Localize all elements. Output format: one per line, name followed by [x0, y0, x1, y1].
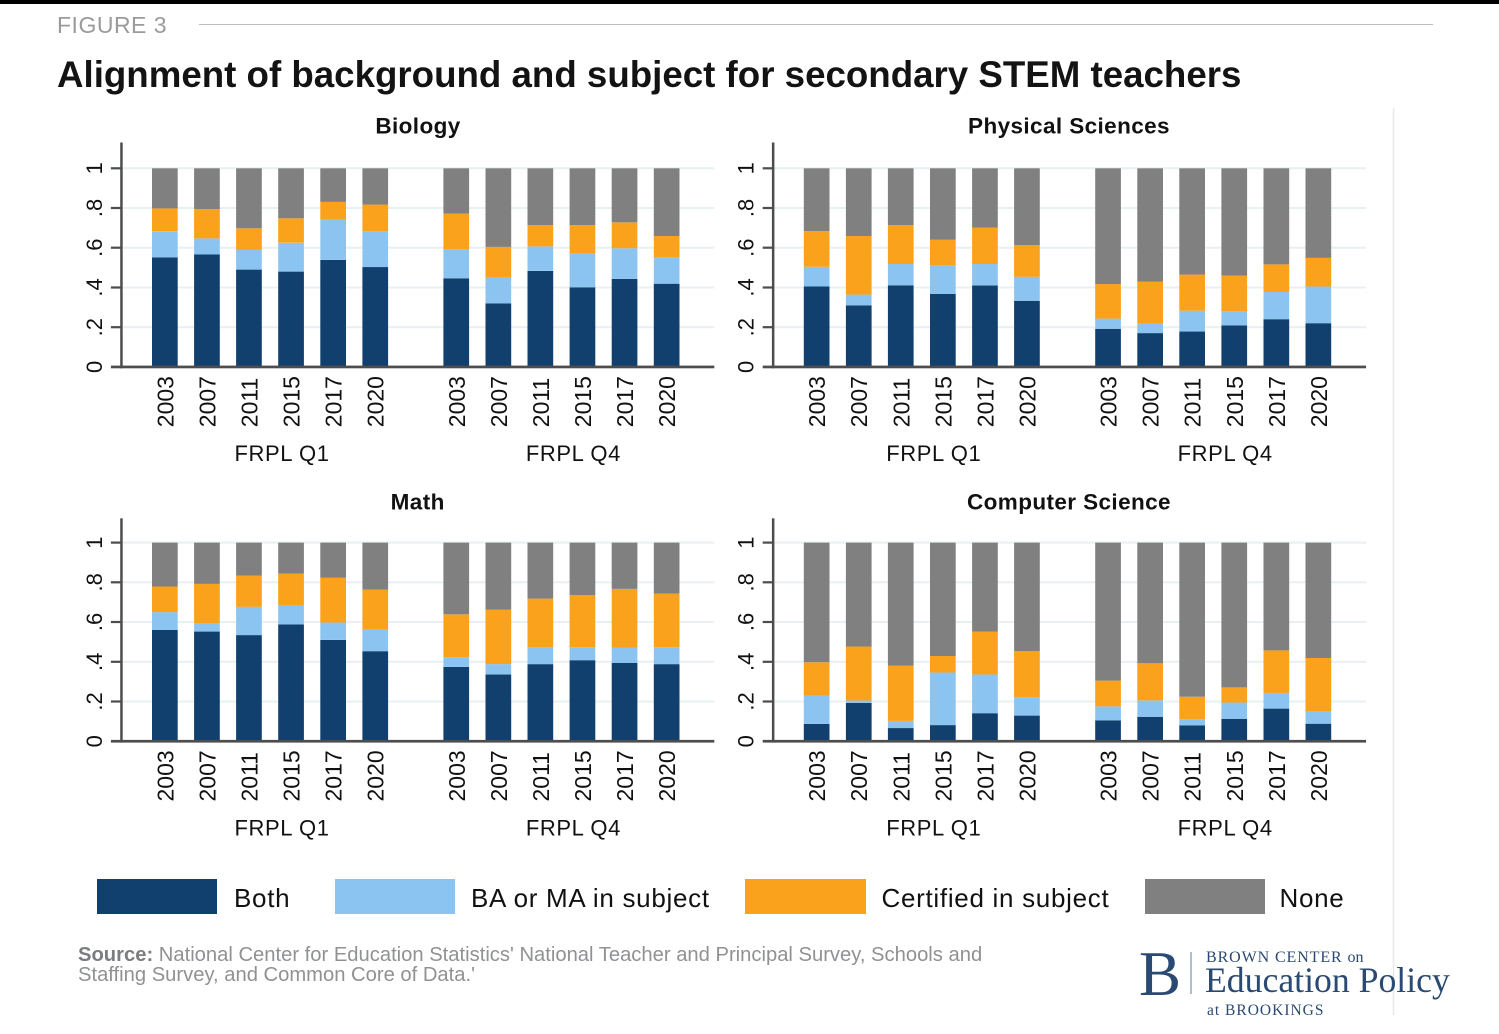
svg-text:2003: 2003 [444, 376, 470, 427]
svg-text:2011: 2011 [237, 752, 263, 801]
svg-text:2015: 2015 [930, 750, 956, 801]
svg-text:2017: 2017 [1264, 376, 1290, 427]
svg-text:2003: 2003 [444, 750, 470, 801]
svg-text:2007: 2007 [1138, 376, 1164, 427]
svg-text:0: 0 [82, 361, 107, 373]
svg-text:Computer Science: Computer Science [967, 489, 1171, 514]
svg-text:0: 0 [734, 735, 759, 747]
svg-text:2003: 2003 [804, 750, 830, 801]
svg-text:2020: 2020 [1306, 750, 1332, 801]
svg-text:1: 1 [82, 162, 107, 174]
svg-text:.4: .4 [82, 278, 107, 296]
svg-text:FRPL Q1: FRPL Q1 [886, 816, 981, 841]
svg-text:2017: 2017 [1264, 750, 1290, 801]
svg-text:2017: 2017 [321, 376, 347, 427]
svg-text:2015: 2015 [1222, 750, 1248, 801]
svg-text:1: 1 [82, 536, 107, 548]
svg-text:.6: .6 [734, 239, 759, 257]
svg-text:0: 0 [734, 361, 759, 373]
svg-text:2020: 2020 [363, 750, 389, 801]
svg-text:.4: .4 [734, 653, 759, 671]
svg-text:1: 1 [734, 536, 759, 548]
svg-text:2003: 2003 [152, 750, 178, 801]
svg-text:.6: .6 [734, 613, 759, 631]
svg-text:2011: 2011 [1180, 378, 1206, 427]
svg-text:.6: .6 [82, 613, 107, 631]
svg-text:2015: 2015 [570, 376, 596, 427]
svg-text:2007: 2007 [194, 750, 220, 801]
svg-text:FRPL Q1: FRPL Q1 [886, 441, 981, 466]
svg-text:.8: .8 [82, 573, 107, 591]
svg-text:2020: 2020 [363, 376, 389, 427]
svg-text:.4: .4 [82, 653, 107, 671]
svg-text:2011: 2011 [528, 378, 554, 427]
svg-text:FRPL Q1: FRPL Q1 [234, 816, 329, 841]
svg-text:2011: 2011 [528, 752, 554, 801]
svg-text:2003: 2003 [1096, 376, 1122, 427]
svg-text:FRPL Q4: FRPL Q4 [526, 441, 621, 466]
svg-text:2020: 2020 [1015, 750, 1041, 801]
svg-text:2007: 2007 [486, 376, 512, 427]
svg-text:2017: 2017 [972, 376, 998, 427]
svg-text:2015: 2015 [279, 750, 305, 801]
svg-text:2015: 2015 [279, 376, 305, 427]
svg-text:.2: .2 [734, 692, 759, 710]
svg-text:Physical Sciences: Physical Sciences [968, 114, 1170, 139]
svg-text:2007: 2007 [846, 376, 872, 427]
svg-text:0: 0 [82, 735, 107, 747]
svg-text:2003: 2003 [152, 376, 178, 427]
svg-text:2011: 2011 [888, 378, 914, 427]
svg-text:2017: 2017 [612, 750, 638, 801]
svg-text:2015: 2015 [1222, 376, 1248, 427]
svg-text:.6: .6 [82, 239, 107, 257]
svg-text:Math: Math [391, 489, 445, 514]
svg-text:.8: .8 [82, 199, 107, 217]
svg-text:FRPL Q4: FRPL Q4 [1178, 816, 1273, 841]
svg-text:.2: .2 [734, 318, 759, 336]
svg-text:2011: 2011 [888, 752, 914, 801]
svg-text:2015: 2015 [930, 376, 956, 427]
svg-text:2017: 2017 [612, 376, 638, 427]
svg-text:Biology: Biology [375, 114, 460, 139]
svg-text:FRPL Q1: FRPL Q1 [234, 441, 329, 466]
svg-text:2007: 2007 [486, 750, 512, 801]
svg-text:2015: 2015 [570, 750, 596, 801]
svg-text:2020: 2020 [1306, 376, 1332, 427]
svg-text:FRPL Q4: FRPL Q4 [526, 816, 621, 841]
svg-text:1: 1 [734, 162, 759, 174]
svg-text:2003: 2003 [1096, 750, 1122, 801]
svg-text:2017: 2017 [972, 750, 998, 801]
svg-text:.4: .4 [734, 278, 759, 296]
svg-text:.8: .8 [734, 199, 759, 217]
svg-text:2011: 2011 [237, 378, 263, 427]
svg-text:.2: .2 [82, 318, 107, 336]
svg-text:2007: 2007 [194, 376, 220, 427]
svg-text:FRPL Q4: FRPL Q4 [1178, 441, 1273, 466]
svg-text:2020: 2020 [654, 376, 680, 427]
svg-text:2020: 2020 [1015, 376, 1041, 427]
svg-text:2017: 2017 [321, 750, 347, 801]
svg-text:2011: 2011 [1180, 752, 1206, 801]
svg-text:.8: .8 [734, 573, 759, 591]
svg-text:2007: 2007 [846, 750, 872, 801]
svg-text:.2: .2 [82, 692, 107, 710]
svg-text:2003: 2003 [804, 376, 830, 427]
svg-text:2020: 2020 [654, 750, 680, 801]
svg-text:2007: 2007 [1138, 750, 1164, 801]
